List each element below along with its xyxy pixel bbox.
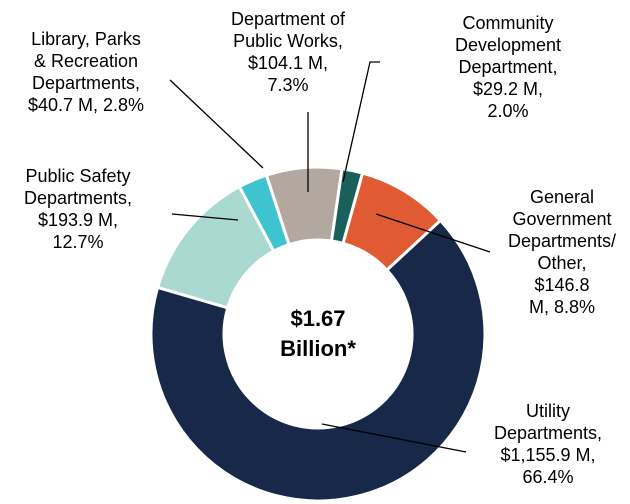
slices [149, 165, 487, 503]
center-label: $1.67 Billion* [280, 306, 356, 361]
data-label: General Government Departments/ Other, $… [507, 187, 617, 317]
leader-line [169, 79, 264, 169]
leader-line [375, 213, 491, 253]
data-label: Public Safety Departments, $193.9 M, 12.… [23, 166, 133, 252]
leader-line [171, 213, 239, 221]
leader-line [342, 61, 380, 183]
data-label: Library, Parks & Recreation Departments,… [27, 29, 145, 115]
data-label: Utility Departments, $1,155.9 M, 66.4% [493, 401, 603, 487]
data-label: Community Development Department, $29.2 … [454, 13, 562, 121]
slice [149, 218, 487, 503]
data-label: Department of Public Works, $104.1 M, 7.… [230, 9, 346, 95]
slice [237, 173, 291, 254]
leader-line [321, 423, 467, 453]
